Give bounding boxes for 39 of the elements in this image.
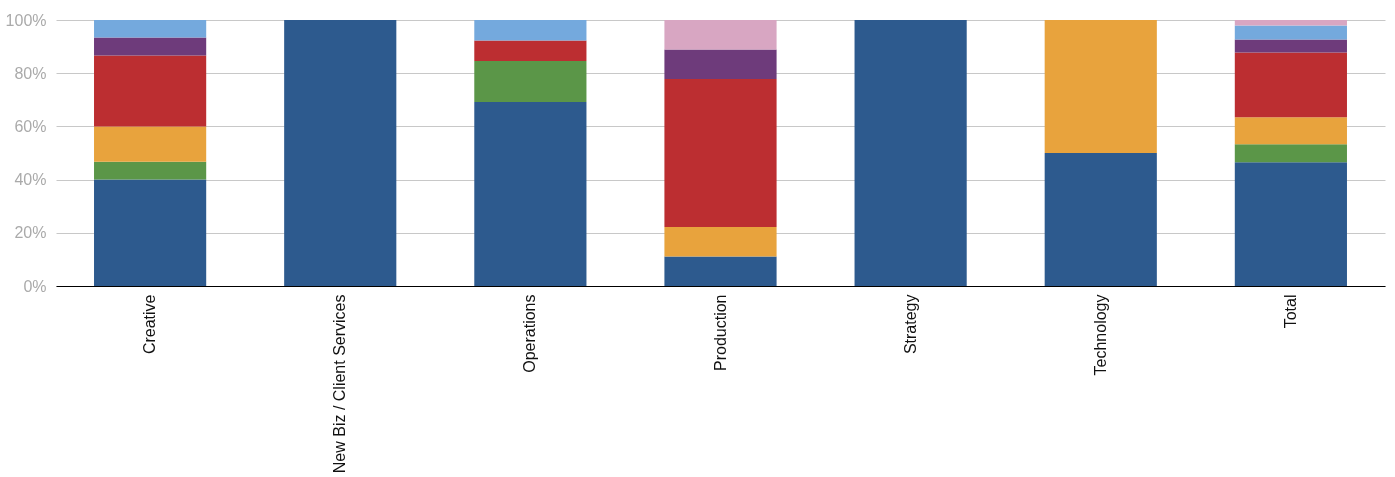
bar bbox=[854, 20, 967, 286]
bar bbox=[1044, 153, 1157, 286]
bar bbox=[1234, 117, 1347, 145]
bar bbox=[94, 126, 207, 162]
y-tick-label: 80% bbox=[14, 64, 47, 82]
bar bbox=[1234, 52, 1347, 118]
bar bbox=[664, 256, 777, 286]
x-tick-label: New Biz / Client Services bbox=[331, 294, 349, 474]
x-tick-label: Technology bbox=[1091, 294, 1109, 376]
x-tick-label: Production bbox=[711, 294, 729, 371]
bar bbox=[94, 179, 207, 286]
y-tick-label: 40% bbox=[14, 171, 47, 189]
y-tick-label: 100% bbox=[5, 11, 47, 29]
bar bbox=[474, 101, 587, 286]
y-tick-label: 0% bbox=[23, 277, 47, 295]
bar bbox=[474, 20, 587, 41]
bar bbox=[664, 226, 777, 257]
bar bbox=[94, 55, 207, 127]
x-tick-label: Strategy bbox=[901, 294, 919, 355]
bar bbox=[94, 161, 207, 180]
x-tick-label: Total bbox=[1281, 294, 1299, 329]
bar bbox=[474, 60, 587, 102]
bar bbox=[474, 40, 587, 61]
bar bbox=[664, 79, 777, 227]
bar bbox=[1234, 162, 1347, 286]
bar bbox=[1044, 20, 1157, 153]
bar bbox=[94, 20, 207, 38]
bar bbox=[284, 20, 397, 286]
x-tick-label: Creative bbox=[141, 294, 159, 355]
bar bbox=[664, 49, 777, 80]
x-tick-label: Operations bbox=[521, 294, 539, 373]
bar bbox=[1234, 144, 1347, 163]
y-tick-label: 60% bbox=[14, 117, 47, 135]
bar bbox=[1234, 25, 1347, 40]
bar bbox=[1234, 39, 1347, 53]
bar bbox=[1234, 20, 1347, 26]
y-tick-label: 20% bbox=[14, 224, 47, 242]
bar bbox=[94, 37, 207, 56]
bar bbox=[664, 20, 777, 50]
